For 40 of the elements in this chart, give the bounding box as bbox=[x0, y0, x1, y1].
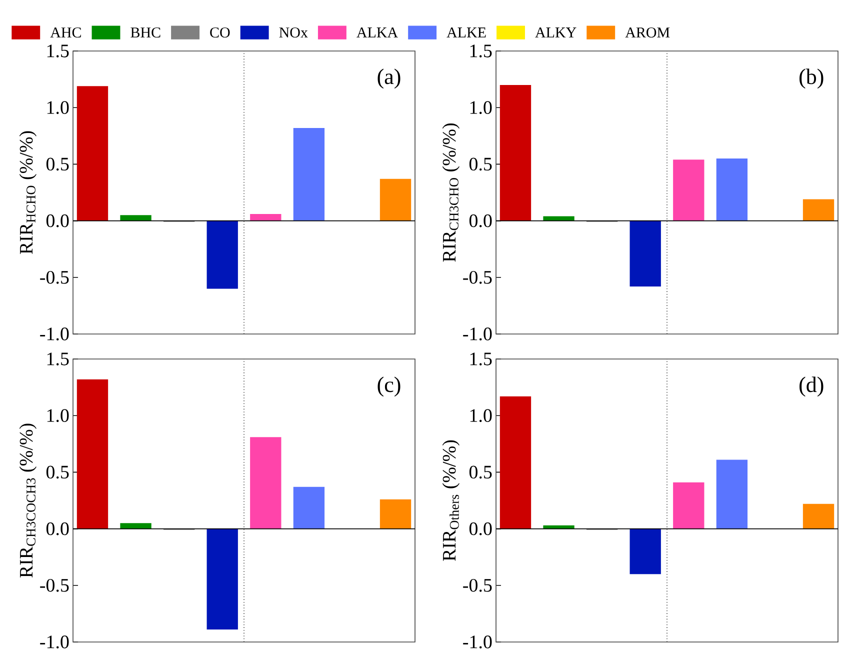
legend-label: ALKY bbox=[535, 27, 576, 38]
y-axis-title: RIR$_{Others}$ (%/%) bbox=[442, 440, 460, 561]
y-axis-title: RIR$_{HCHO}$ (%/%) bbox=[19, 131, 37, 254]
text: (c) bbox=[378, 376, 400, 397]
y-tick-label: 0.5 bbox=[46, 466, 69, 479]
y-tick-label: 0.0 bbox=[469, 522, 492, 536]
y-tick-label: 1.5 bbox=[470, 352, 492, 366]
y-tick-label: 1.5 bbox=[47, 44, 69, 58]
y-tick-label: 1.5 bbox=[47, 352, 69, 366]
text: (b) bbox=[800, 68, 824, 89]
y-tick-label: -0.5 bbox=[40, 270, 69, 284]
y-tick-label: 1.0 bbox=[470, 101, 492, 114]
y-tick-label: 0.5 bbox=[469, 158, 492, 171]
y-axis-title: RIR$_{CH3CHO}$ (%/%) bbox=[442, 123, 460, 262]
legend-label: CO bbox=[210, 27, 230, 38]
y-tick-label: -1.0 bbox=[463, 636, 492, 648]
legend-label: BHC bbox=[130, 27, 160, 38]
legend-label: ALKE bbox=[446, 27, 486, 38]
y-tick-label: 0.5 bbox=[469, 466, 492, 479]
y-tick-label: 1.0 bbox=[47, 409, 69, 422]
y-tick-label: -0.5 bbox=[463, 578, 492, 592]
y-tick-label: -1.0 bbox=[463, 328, 492, 340]
y-tick-label: 0.0 bbox=[46, 522, 69, 536]
y-tick-label: 1.0 bbox=[47, 101, 69, 114]
y-tick-label: 0.0 bbox=[46, 214, 69, 228]
legend-label: AHC bbox=[50, 27, 81, 38]
y-axis-title: RIR$_{CH3COCH3}$ (%/%) bbox=[19, 424, 37, 578]
text: (d) bbox=[800, 376, 824, 397]
y-tick-label: -1.0 bbox=[40, 328, 69, 340]
y-tick-label: 0.0 bbox=[469, 214, 492, 228]
y-tick-label: 1.0 bbox=[470, 409, 492, 422]
y-tick-label: -0.5 bbox=[40, 578, 69, 592]
legend-label: NOx bbox=[279, 27, 308, 38]
text: (a) bbox=[378, 68, 400, 89]
legend-label: ALKA bbox=[356, 27, 398, 38]
y-tick-label: 0.5 bbox=[46, 158, 69, 171]
y-tick-label: -0.5 bbox=[463, 270, 492, 284]
legend-label: AROM bbox=[625, 27, 670, 38]
y-tick-label: 1.5 bbox=[470, 44, 492, 58]
y-tick-label: -1.0 bbox=[40, 636, 69, 648]
